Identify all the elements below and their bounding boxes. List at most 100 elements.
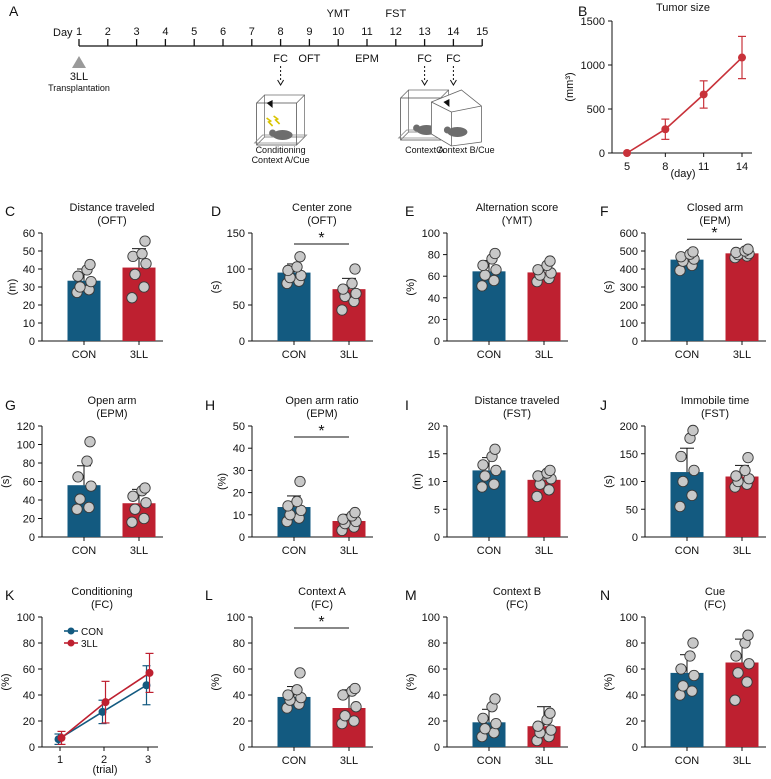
legend-label: CON [81,627,103,638]
y-tick-label: 100 [620,318,638,330]
data-point [84,436,96,448]
x-tick-label: 8 [662,161,668,173]
data-point [742,451,754,464]
context-cage-edge [451,105,482,113]
data-point [85,275,97,288]
timeline-day-label: Day [53,27,73,39]
y-tick-label: 0 [632,742,638,754]
significance-star: * [318,614,324,631]
y-tick-label: 100 [620,612,638,624]
data-point [675,450,687,463]
panel-label: M [405,587,417,603]
y-tick-label: 100 [17,440,35,452]
y-tick-label: 1500 [581,16,605,28]
data-point [136,248,148,260]
data-point [291,495,303,508]
y-tick-label: 50 [233,300,245,312]
y-tick-label: 0 [29,336,35,348]
y-axis-label: (s) [0,475,12,488]
timeline-arrow-head [421,79,429,86]
timeline-day-number: 13 [418,26,430,38]
data-point [730,650,742,662]
chart-title: Alternation score [476,202,559,214]
chart-subtitle: (EPM) [699,215,730,227]
panel-label: L [205,587,213,603]
context-cage-b [431,89,482,147]
data-point [479,723,491,735]
shock-icon [266,117,274,127]
data-point [129,503,141,515]
y-tick-label: 20 [23,716,35,728]
y-tick-label: 500 [620,246,638,258]
y-tick-label: 0 [599,148,605,160]
context-cage-outline [431,89,482,147]
tumor-point [738,53,746,62]
data-point [730,470,742,482]
mouse-icon [447,127,468,137]
y-axis-label: (m) [411,473,423,490]
y-tick-label: 40 [428,293,440,305]
y-tick-label: 20 [428,421,440,433]
y-tick-label: 50 [626,504,638,516]
chart-title: Open arm [88,395,137,407]
timeline-arrow-head [449,79,457,86]
significance-star: * [318,230,324,247]
data-point [677,680,689,692]
data-point [294,667,306,679]
data-point [687,246,699,258]
x-tick-label: CON [282,755,307,767]
y-tick-label: 40 [233,690,245,702]
data-point [489,693,501,705]
data-point [477,459,489,471]
chart-subtitle: (FC) [704,599,726,611]
y-tick-label: 10 [233,510,245,522]
data-point [139,482,151,494]
y-tick-label: 400 [620,264,638,276]
y-tick-label: 0 [29,532,35,544]
data-point [544,464,556,477]
timeline-day-number: 10 [332,26,344,38]
y-tick-label: 0 [632,532,638,544]
y-tick-label: 80 [23,458,35,470]
data-point [85,480,97,492]
panel-label: K [5,587,15,603]
y-tick-label: 100 [227,264,245,276]
timeline-test-label: YMT [327,8,351,20]
data-point [544,707,556,719]
x-tick-label: CON [675,349,700,361]
y-tick-label: 200 [620,300,638,312]
timeline-test-label: FC [273,53,288,65]
data-point [688,464,700,477]
data-point [339,710,351,722]
y-tick-label: 200 [620,421,638,433]
context-cage-edge [400,131,409,141]
transplant-sub-label: Transplantation [48,83,110,93]
data-point [346,277,358,290]
y-tick-label: 100 [17,612,35,624]
context-caption: Context B/Cue [436,145,495,155]
context-caption: Context A [405,145,444,155]
context-caption: Context A/Cue [252,155,310,165]
data-point [742,243,754,255]
data-point [687,637,699,649]
timeline-test-label: OFT [298,53,320,65]
data-point [544,255,556,267]
y-axis-label: (%) [210,673,222,690]
y-tick-label: 120 [17,421,35,433]
y-axis-label: (%) [405,673,417,690]
y-tick-label: 1000 [581,60,605,72]
data-point [729,694,741,706]
data-point [129,268,141,281]
panel-label-a: A [9,3,19,19]
x-tick-label: CON [72,545,97,557]
data-point [743,658,755,670]
timeline-day-number: 2 [105,26,111,38]
significance-star: * [318,423,324,440]
y-tick-label: 60 [23,477,35,489]
context-cage-edge [256,136,265,146]
data-point [349,263,361,275]
chart-title: Context A [298,586,346,598]
data-point [140,497,152,509]
chart-subtitle: (OFT) [97,215,126,227]
series-point [57,733,66,742]
